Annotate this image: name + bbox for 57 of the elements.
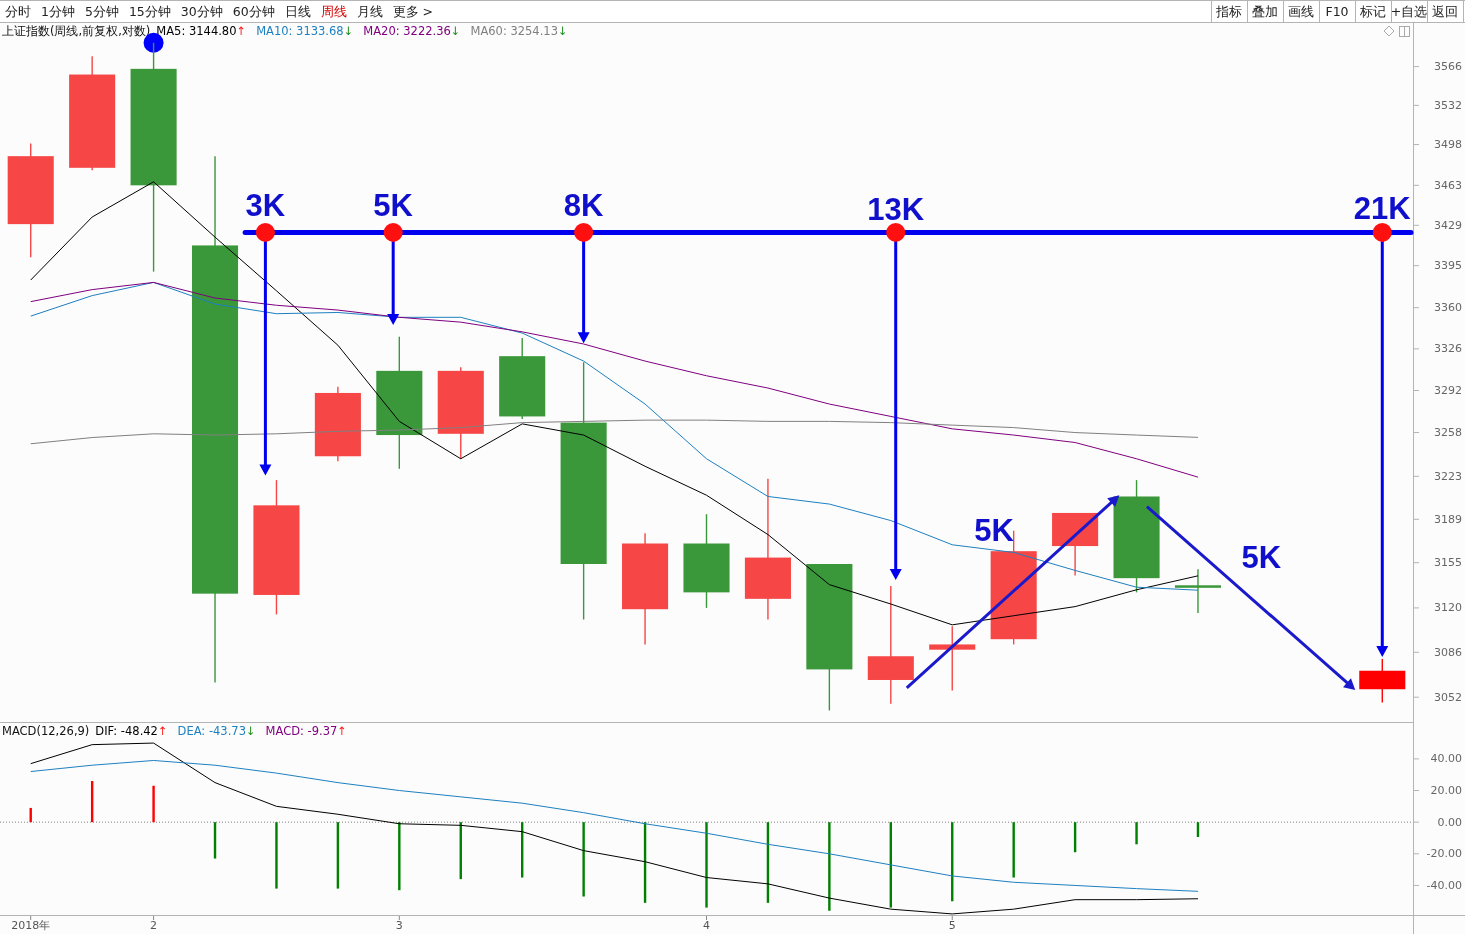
button: 标记: [1355, 0, 1392, 23]
y-tick-label: 0.00: [1437, 815, 1462, 829]
annotation: 3K: [245, 188, 286, 224]
y-tick-label: 3532: [1434, 98, 1462, 112]
text: 更多 >: [392, 4, 434, 19]
y-tick-label: 3086: [1434, 645, 1462, 659]
text: MA5: 3144.80↑: [156, 24, 247, 38]
text: MA20: 3222.36↓: [363, 24, 461, 38]
text: 日线: [284, 4, 311, 19]
chart-title: 上证指数(周线,前复权,对数): [2, 24, 151, 38]
y-tick-label: 3223: [1434, 469, 1462, 483]
x-tick-label: 2: [150, 919, 158, 932]
y-tick-label: 20.00: [1430, 784, 1462, 798]
annotation: 5K: [1241, 539, 1282, 575]
series-label: DIF: -48.42↑: [95, 724, 168, 738]
text: 30分钟: [180, 4, 223, 19]
y-tick-label: -20.00: [1426, 847, 1462, 861]
annotation: 5K: [373, 188, 414, 224]
annotation: 13K: [867, 192, 925, 228]
y-tick-label: 3258: [1434, 426, 1462, 440]
annotation: MACD: -9.37↑: [265, 724, 347, 738]
button: +自选: [1390, 0, 1428, 23]
y-tick-label: 3292: [1434, 384, 1462, 397]
annotation: 21K: [1353, 191, 1412, 227]
text: 月线: [356, 4, 383, 19]
y-tick-label: 3052: [1434, 690, 1462, 704]
y-tick-label: 3566: [1434, 60, 1462, 74]
text: 5分钟: [84, 4, 119, 19]
chart-title: MACD(12,26,9): [2, 724, 90, 738]
button: 画线: [1283, 0, 1320, 23]
text: 周线: [320, 4, 347, 19]
x-tick-label: 3: [395, 919, 403, 932]
y-tick-label: -40.00: [1426, 878, 1462, 892]
button: 叠加: [1247, 0, 1284, 23]
y-tick-label: 3155: [1434, 556, 1462, 570]
y-tick-label: 3189: [1434, 512, 1462, 526]
text: 15分钟: [128, 4, 171, 19]
text: MA10: 3133.68↓: [256, 24, 354, 38]
y-tick-label: 40.00: [1430, 752, 1462, 766]
button: F10: [1319, 0, 1356, 23]
x-tick-label: 5: [948, 919, 956, 932]
text: 1分钟: [41, 4, 75, 19]
x-tick-label: 4: [703, 919, 710, 932]
y-tick-label: 3463: [1434, 178, 1462, 192]
y-tick-label: 3429: [1434, 218, 1462, 232]
y-tick-label: 3498: [1434, 138, 1462, 152]
y-tick-label: 3360: [1434, 301, 1462, 315]
y-tick-label: 3395: [1434, 259, 1462, 273]
annotation: 5K: [974, 512, 1015, 548]
text: DEA: -43.73↓: [177, 724, 256, 738]
annotation: 8K: [563, 188, 605, 224]
text: 分时: [5, 4, 31, 19]
y-tick-label: 3120: [1434, 601, 1462, 615]
text: 60分钟: [232, 4, 275, 19]
x-tick-label: 2018年: [11, 919, 51, 932]
text: MA60: 3254.13↓: [470, 24, 568, 38]
y-tick-label: 3326: [1434, 342, 1462, 356]
